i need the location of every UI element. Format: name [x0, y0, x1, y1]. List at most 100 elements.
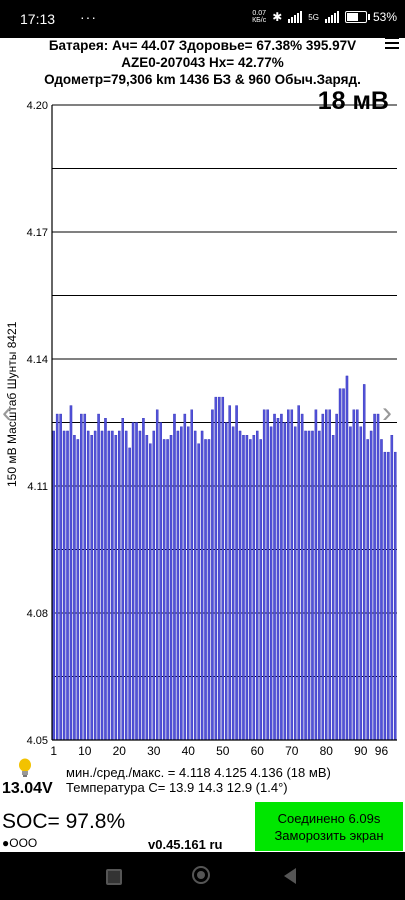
cell-bar[interactable] — [114, 435, 118, 741]
cell-bar[interactable] — [280, 413, 283, 741]
cell-bar[interactable] — [338, 388, 342, 741]
cell-bar[interactable] — [152, 430, 156, 741]
cell-bar[interactable] — [55, 413, 59, 741]
cell-bar[interactable] — [52, 430, 55, 741]
cell-bar[interactable] — [90, 435, 93, 741]
cell-bar[interactable] — [394, 451, 397, 741]
cell-bar[interactable] — [328, 409, 331, 741]
cell-bar[interactable] — [214, 396, 218, 741]
cell-bar[interactable] — [318, 430, 321, 741]
cell-bar[interactable] — [300, 413, 304, 741]
cell-bar[interactable] — [221, 396, 225, 741]
cell-bar[interactable] — [245, 435, 249, 741]
cell-bar[interactable] — [97, 413, 100, 741]
cell-bar[interactable] — [142, 418, 145, 741]
cell-bar[interactable] — [166, 439, 169, 741]
cell-bar[interactable] — [204, 439, 207, 741]
cell-bar[interactable] — [104, 418, 107, 741]
cell-bar[interactable] — [135, 422, 138, 741]
cell-bar[interactable] — [121, 418, 124, 741]
cell-bar[interactable] — [297, 405, 300, 741]
cell-bar[interactable] — [180, 426, 183, 741]
cell-bar[interactable] — [187, 426, 190, 741]
cell-bar[interactable] — [252, 435, 256, 741]
cell-bar[interactable] — [238, 430, 242, 741]
cell-bar[interactable] — [80, 413, 83, 741]
cell-bar[interactable] — [342, 388, 345, 741]
back-icon[interactable] — [284, 868, 296, 884]
cell-bar[interactable] — [352, 409, 356, 741]
cell-bar[interactable] — [59, 413, 62, 741]
bulb-icon[interactable] — [18, 758, 32, 778]
cell-bar[interactable] — [159, 422, 162, 741]
cell-bar[interactable] — [235, 405, 238, 741]
cell-bar[interactable] — [307, 430, 311, 741]
cell-bar[interactable] — [169, 435, 173, 741]
home-icon[interactable] — [192, 866, 210, 884]
cell-bar[interactable] — [207, 439, 211, 741]
cell-bar[interactable] — [390, 435, 394, 741]
chevron-right-icon[interactable]: › — [382, 396, 392, 429]
cell-bar[interactable] — [287, 409, 290, 741]
cell-bar[interactable] — [124, 430, 128, 741]
cell-bar[interactable] — [138, 430, 142, 741]
page-indicator[interactable]: ●OOO — [2, 836, 38, 850]
cell-bar[interactable] — [200, 430, 204, 741]
cell-bar[interactable] — [383, 451, 387, 741]
cell-bar[interactable] — [131, 422, 135, 741]
cell-bar[interactable] — [325, 409, 328, 741]
cell-bar[interactable] — [211, 409, 214, 741]
cell-bar[interactable] — [155, 409, 159, 741]
cell-bar[interactable] — [86, 430, 90, 741]
cell-bar[interactable] — [249, 439, 252, 741]
cell-bar[interactable] — [369, 430, 373, 741]
cell-bar[interactable] — [359, 426, 363, 741]
freeze-screen-button[interactable]: Соединено 6.09s Заморозить экран — [255, 802, 403, 851]
cell-bar[interactable] — [256, 430, 259, 741]
cell-bar[interactable] — [242, 435, 245, 741]
cell-bar[interactable] — [376, 413, 380, 741]
cell-bar[interactable] — [183, 413, 187, 741]
cell-bar[interactable] — [149, 443, 152, 741]
cell-bar[interactable] — [231, 426, 235, 741]
cell-bar[interactable] — [173, 413, 176, 741]
cell-bar[interactable] — [290, 409, 294, 741]
cell-bar[interactable] — [128, 447, 131, 741]
cell-bar[interactable] — [83, 413, 87, 741]
cell-bar[interactable] — [190, 409, 193, 741]
cell-bar[interactable] — [224, 422, 228, 741]
cell-bar[interactable] — [218, 396, 221, 741]
cell-bar[interactable] — [321, 413, 325, 741]
cell-bar[interactable] — [176, 430, 180, 741]
cell-bar[interactable] — [356, 409, 359, 741]
cell-bar[interactable] — [266, 409, 269, 741]
cell-bar[interactable] — [311, 430, 314, 741]
chevron-left-icon[interactable]: ‹ — [2, 396, 12, 429]
cell-bar[interactable] — [193, 430, 197, 741]
cell-bar[interactable] — [283, 422, 287, 741]
cell-bar[interactable] — [111, 430, 114, 741]
cell-bar[interactable] — [349, 426, 352, 741]
cell-bar[interactable] — [293, 426, 297, 741]
cell-bar[interactable] — [66, 430, 69, 741]
cell-bar[interactable] — [345, 375, 349, 741]
cell-bar[interactable] — [76, 439, 80, 741]
cell-bar[interactable] — [73, 435, 76, 741]
cell-bar[interactable] — [380, 439, 383, 741]
cell-bar[interactable] — [366, 439, 369, 741]
cell-bar[interactable] — [331, 435, 335, 741]
cell-bar[interactable] — [259, 439, 262, 741]
cell-bar[interactable] — [100, 430, 104, 741]
cell-bar[interactable] — [145, 435, 149, 741]
cell-bar[interactable] — [335, 413, 338, 741]
cell-bar[interactable] — [269, 426, 273, 741]
cell-bar[interactable] — [387, 451, 390, 741]
menu-icon[interactable] — [385, 37, 399, 49]
cell-bar[interactable] — [262, 409, 266, 741]
cell-voltage-chart[interactable]: 4.05 4.08 4.11 4.14 4.17 4.20 1 10 20 30 40 50 60 70 8… — [0, 95, 405, 765]
cell-bar[interactable] — [62, 430, 66, 741]
cell-bar[interactable] — [314, 409, 318, 741]
scale-value[interactable]: 18 мВ — [317, 87, 389, 115]
recent-apps-icon[interactable] — [106, 869, 122, 885]
cell-bar[interactable] — [273, 413, 276, 741]
